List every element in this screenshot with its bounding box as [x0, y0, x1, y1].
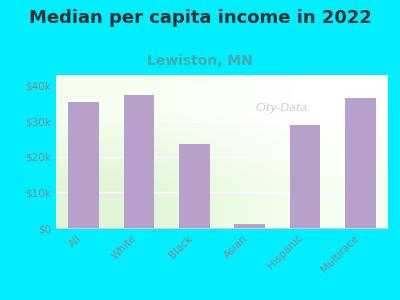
Bar: [68, 102, 99, 228]
Text: Lewiston, MN: Lewiston, MN: [147, 54, 253, 68]
Bar: [234, 224, 265, 228]
Bar: [124, 94, 154, 228]
Text: Median per capita income in 2022: Median per capita income in 2022: [28, 9, 372, 27]
Bar: [179, 144, 210, 228]
Text: City-Data.: City-Data.: [255, 103, 311, 112]
Bar: [345, 98, 376, 228]
Bar: [290, 125, 320, 228]
